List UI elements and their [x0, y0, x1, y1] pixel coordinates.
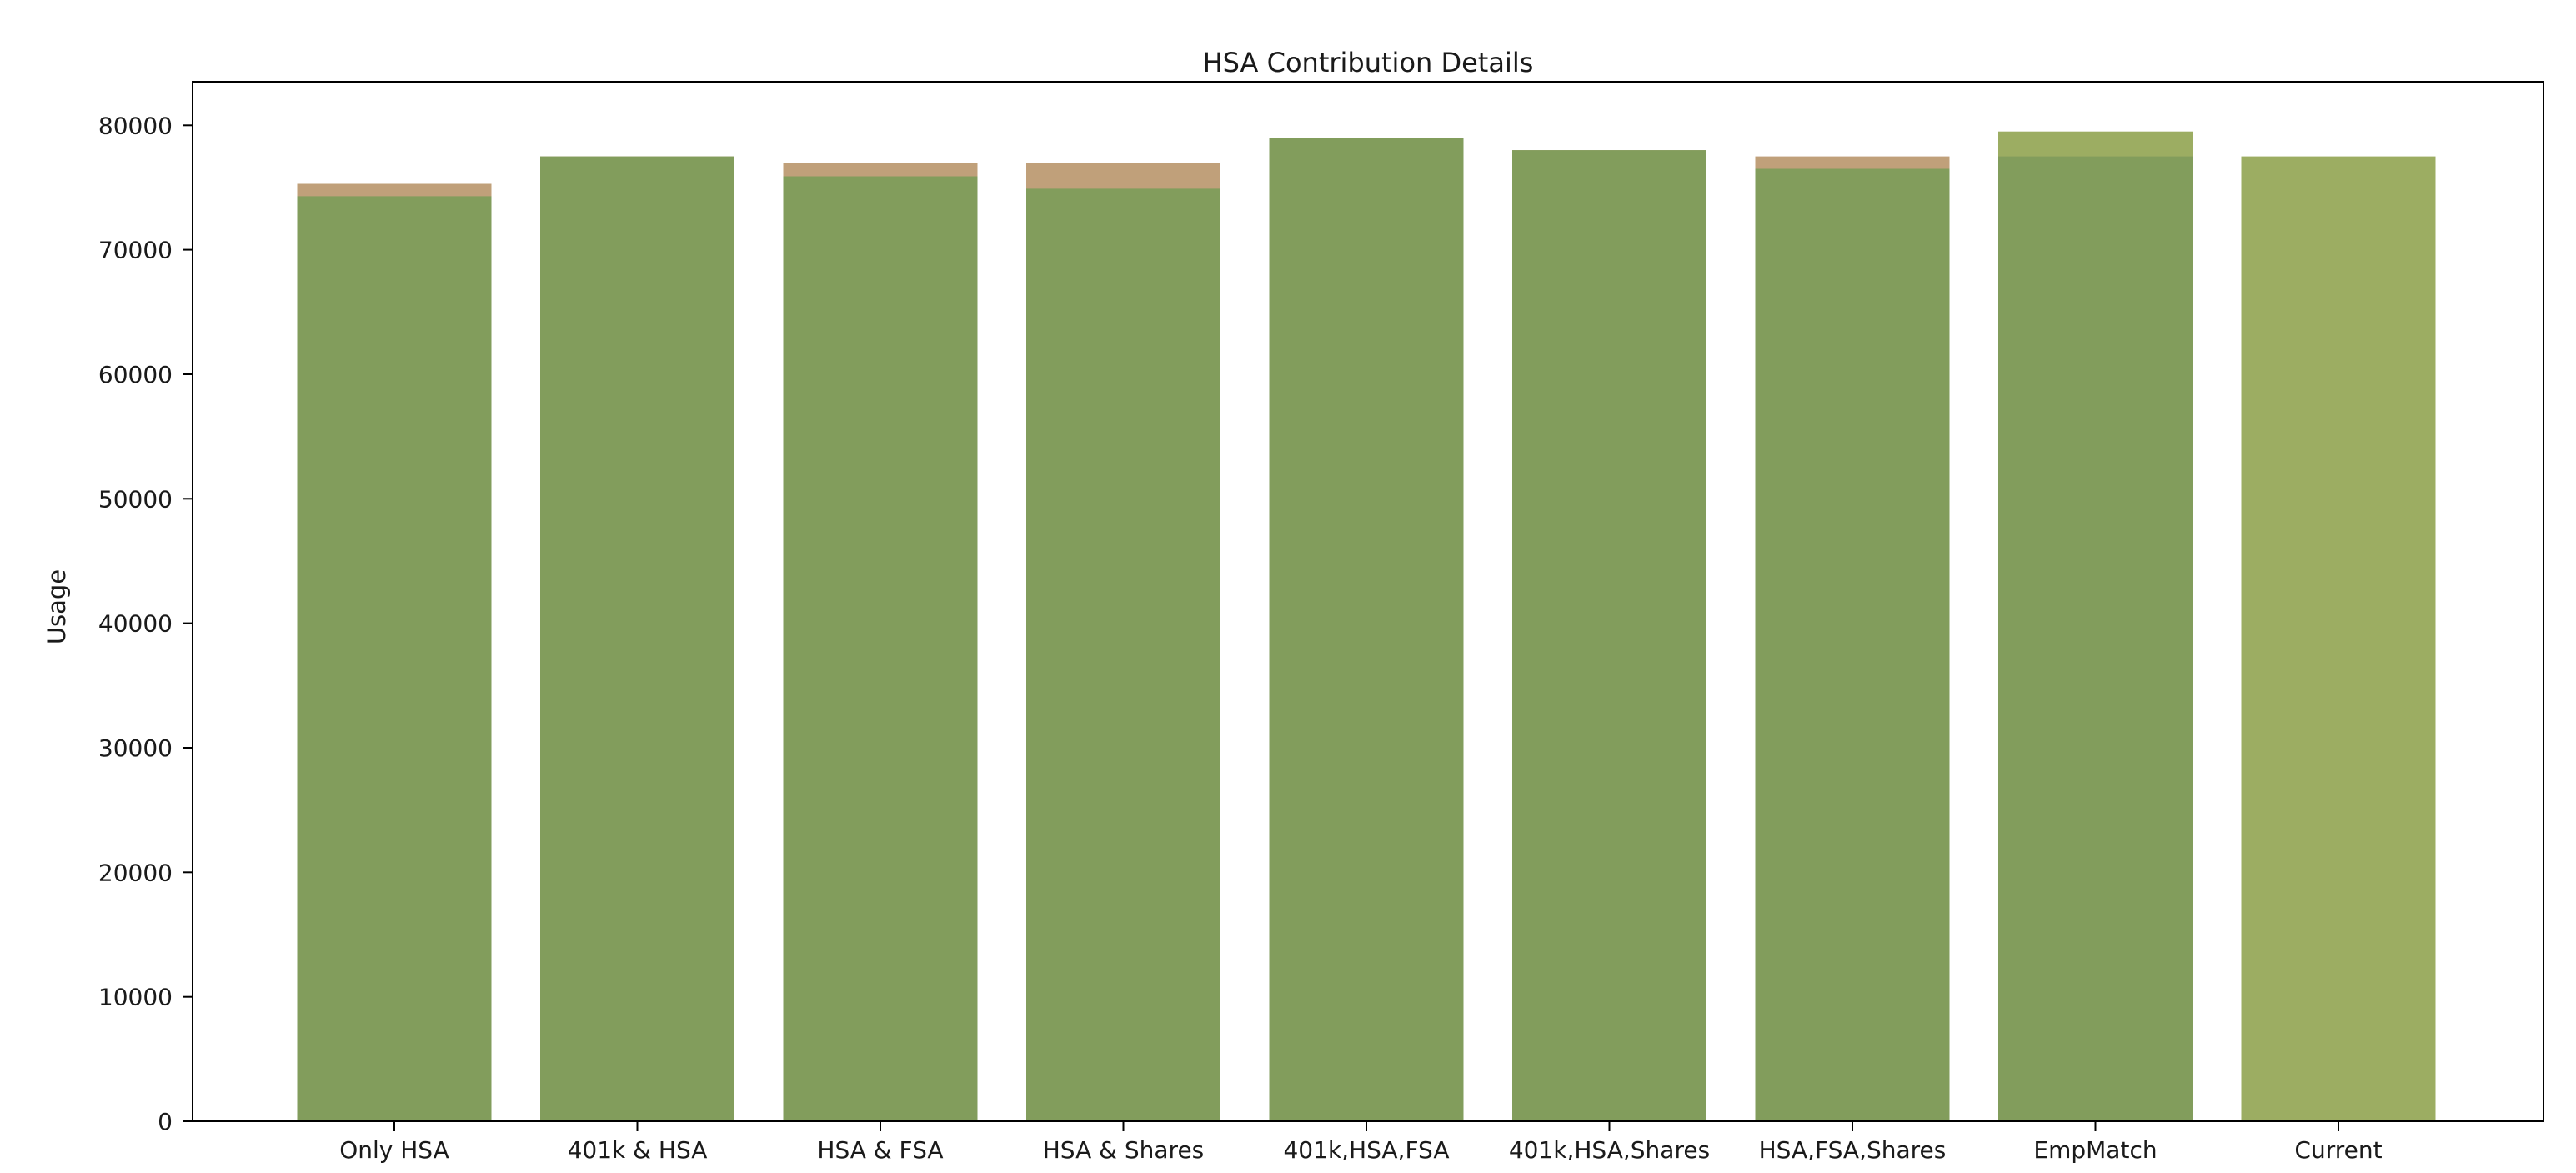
x-tick-label: 401k,HSA,FSA	[1283, 1136, 1449, 1164]
x-tick-label: HSA,FSA,Shares	[1759, 1136, 1947, 1164]
x-tick-label: Only HSA	[339, 1136, 449, 1164]
y-tick-label: 70000	[98, 237, 173, 264]
bar-series2-5	[1512, 150, 1706, 1122]
y-axis-label: Usage	[43, 569, 71, 644]
x-tick-label: 401k & HSA	[568, 1136, 708, 1164]
plot-frame	[192, 81, 2544, 1122]
x-tick-label: 401k,HSA,Shares	[1509, 1136, 1710, 1164]
bar-series2-4	[1269, 138, 1464, 1122]
y-axis-ticks: 0 10000 20000 30000 40000 50000 60000 70000 8000…	[98, 112, 193, 1135]
bar-series2-2	[783, 176, 978, 1121]
chart-title: HSA Contribution Details	[1203, 47, 1534, 78]
y-tick-label: 30000	[98, 734, 173, 762]
bar-series2-1	[540, 156, 734, 1122]
y-tick-label: 10000	[98, 984, 173, 1011]
y-tick-label: 80000	[98, 112, 173, 139]
x-tick-label: Current	[2294, 1136, 2382, 1164]
bar-series2-6	[1755, 168, 1950, 1121]
x-tick-label: HSA & FSA	[817, 1136, 943, 1164]
y-tick-label: 0	[158, 1108, 173, 1135]
y-tick-label: 60000	[98, 361, 173, 388]
bar-series1-8	[2241, 156, 2436, 1122]
bars	[297, 131, 2436, 1122]
x-axis-ticks: Only HSA 401k & HSA HSA & FSA HSA & Shares 4…	[339, 1121, 2383, 1164]
bar-series2-3	[1026, 188, 1220, 1121]
y-tick-label: 50000	[98, 485, 173, 513]
bar-series2-7	[1998, 156, 2193, 1122]
bar-series2-0	[297, 196, 492, 1121]
x-tick-label: EmpMatch	[2033, 1136, 2157, 1164]
y-tick-label: 20000	[98, 859, 173, 886]
x-tick-label: HSA & Shares	[1043, 1136, 1205, 1164]
y-tick-label: 40000	[98, 610, 173, 638]
